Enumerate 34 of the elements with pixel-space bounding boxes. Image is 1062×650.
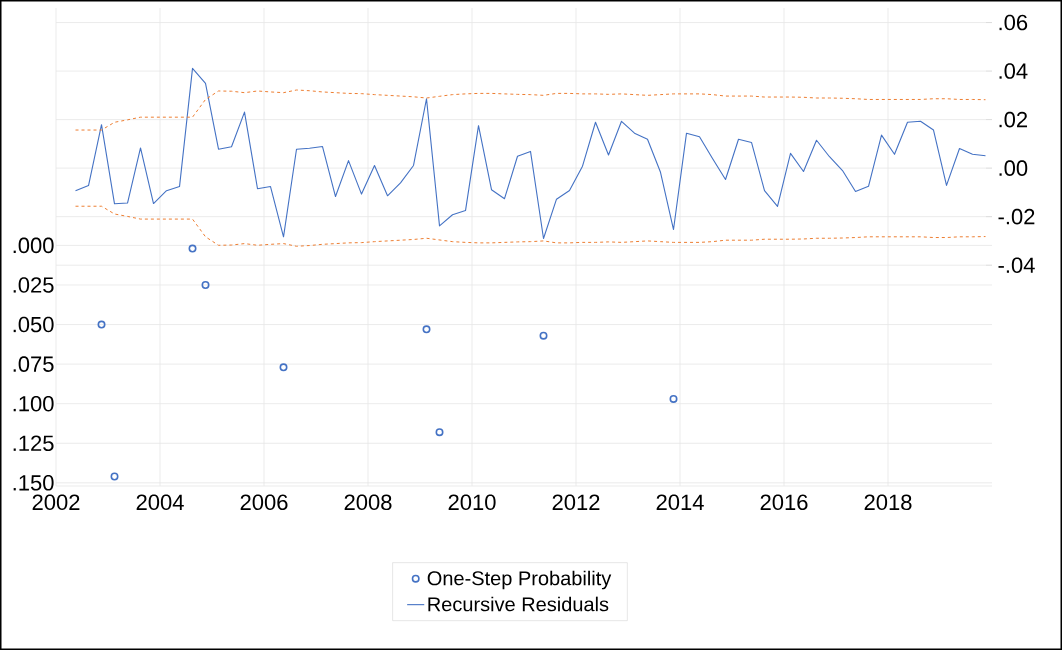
y-tick-label: .125 [13,435,54,452]
line-series [74,67,987,240]
y-tick-label: .150 [13,475,54,491]
x-tick-label: 2018 [864,494,912,511]
x-tick-label: 2010 [448,494,496,511]
x-tick-label: 2012 [552,494,600,511]
y2-tick-label: -.02 [998,208,1035,225]
y2-tick-label: -.04 [998,257,1035,273]
point [201,280,210,289]
y-tick-label: .100 [13,395,54,412]
point [97,320,106,329]
x-tick-label: 2002 [32,494,80,511]
x-tick-label: 2016 [760,494,808,511]
legend-label: One-Step Probability [427,570,612,590]
point [435,428,444,437]
y-tick-label: .075 [13,356,54,372]
x-tick-label: 2014 [656,494,704,511]
point [669,394,678,403]
y2-tick-label: .00 [999,160,1028,176]
point [279,363,288,372]
y-tick-label: .050 [13,316,54,333]
x-tick-label: 2008 [344,494,392,511]
x-tick-label: 2006 [240,494,288,511]
y2-tick-label: .04 [999,63,1028,79]
point [188,244,197,253]
point [539,331,548,340]
y-tick-label: .025 [13,277,54,293]
x-tick-label: 2004 [136,494,184,511]
point [422,325,431,334]
legend-label: Recursive Residuals [428,596,609,612]
y2-tick-label: .06 [999,14,1028,31]
point [110,472,119,481]
y2-tick-label: .02 [999,111,1028,128]
y-tick-label: .000 [13,237,54,254]
